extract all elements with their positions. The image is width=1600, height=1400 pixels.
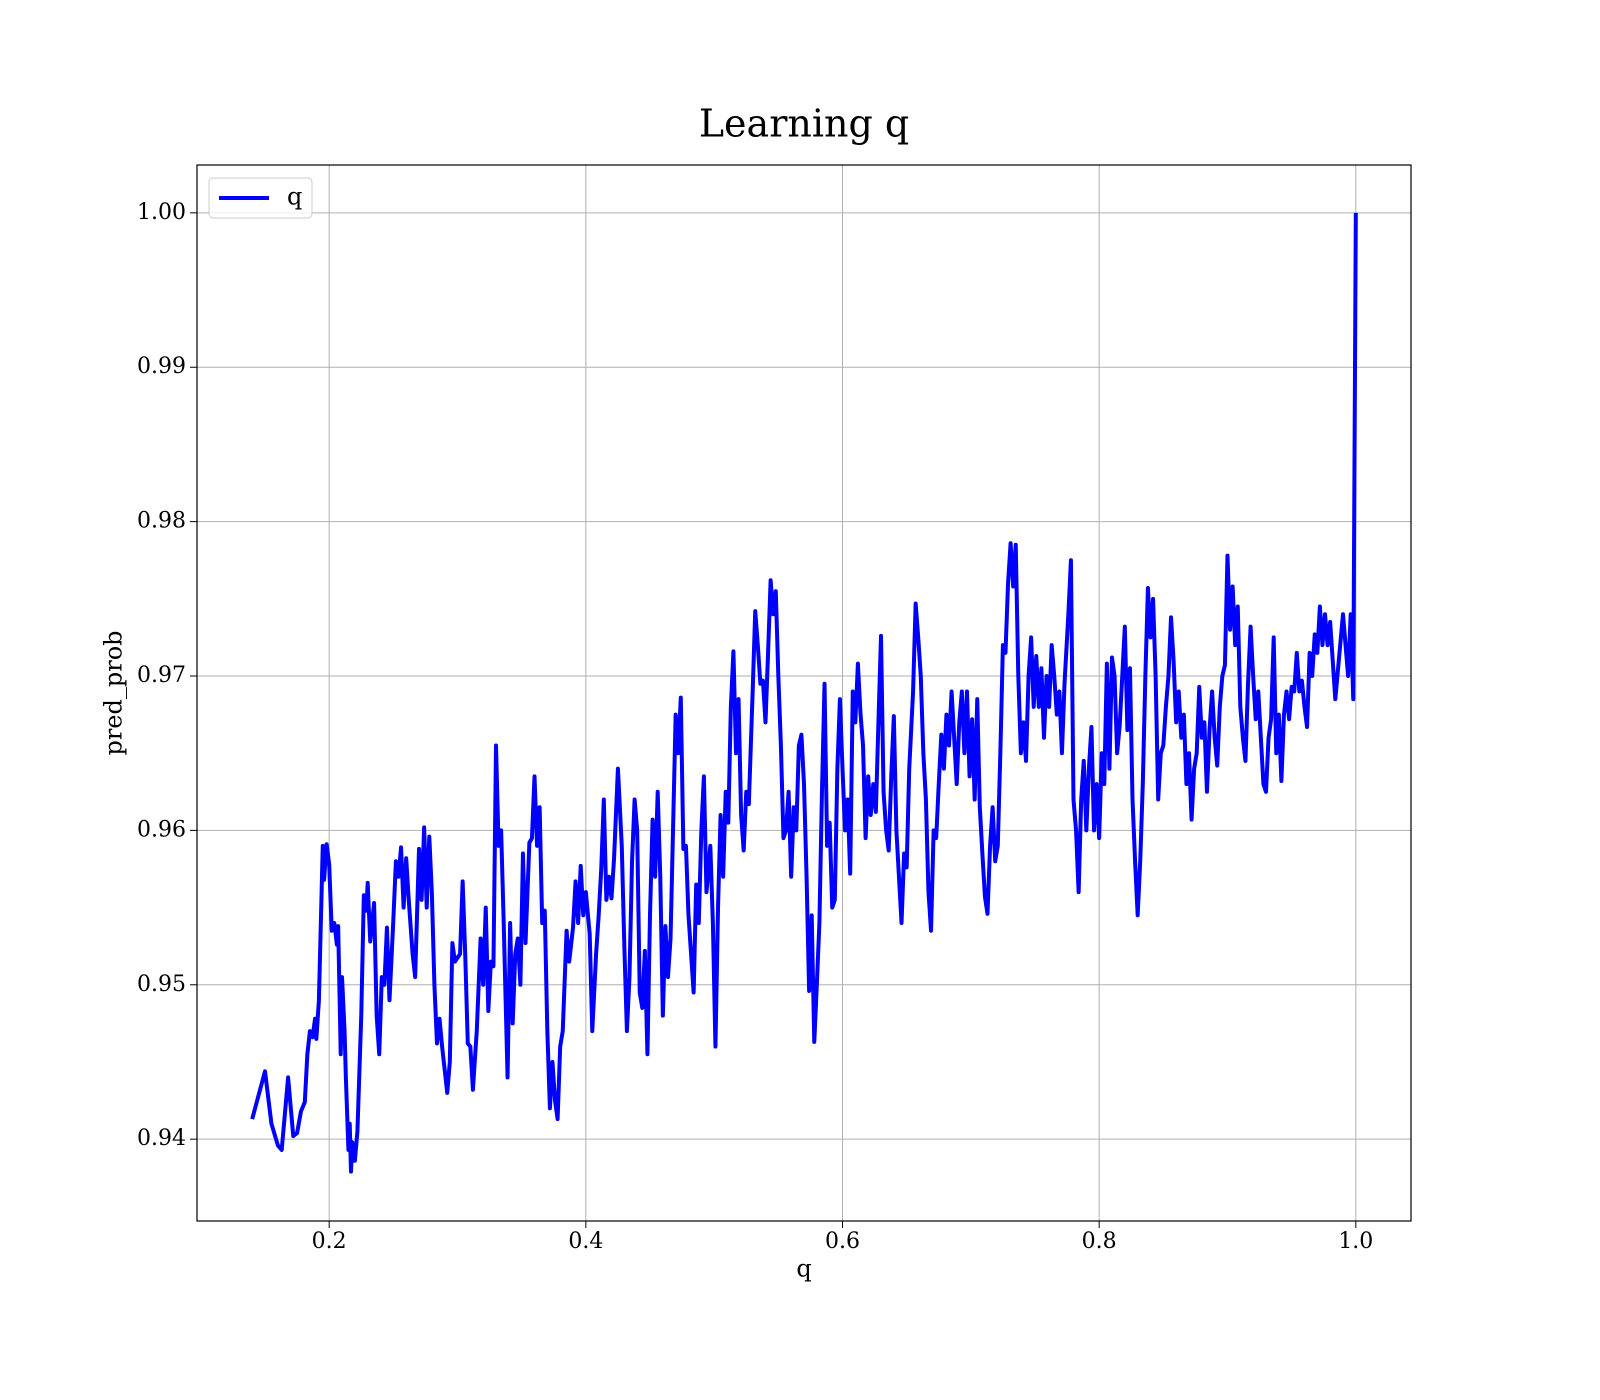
x-tick-label: 0.4 [568,1229,603,1254]
legend-label: q [287,183,302,211]
legend: q [208,177,313,219]
y-tick-label: 0.98 [137,509,186,534]
x-tick-label: 1.0 [1338,1229,1373,1254]
grid [197,165,1411,1221]
data-line [250,212,1358,1174]
y-tick-label: 0.97 [137,663,186,688]
y-axis-label: pred_prob [100,630,128,755]
y-tick-label: 0.94 [137,1126,186,1151]
ticks: 0.2 0.4 0.6 0.8 1.0 0.94 0.95 0.96 0.97 0.98 0.99 1… [137,200,1373,1254]
y-tick-label: 0.99 [137,354,186,379]
x-tick-label: 0.6 [825,1229,860,1254]
x-tick-label: 0.2 [312,1229,347,1254]
chart-title: Learning q [699,102,909,146]
plot-frame [196,164,1412,1222]
x-axis-label: q [796,1255,811,1283]
y-tick-label: 0.95 [137,972,186,997]
x-tick-label: 0.8 [1082,1229,1117,1254]
plot-lines [250,212,1358,1174]
y-tick-label: 1.00 [137,200,186,225]
y-tick-label: 0.96 [137,817,186,842]
